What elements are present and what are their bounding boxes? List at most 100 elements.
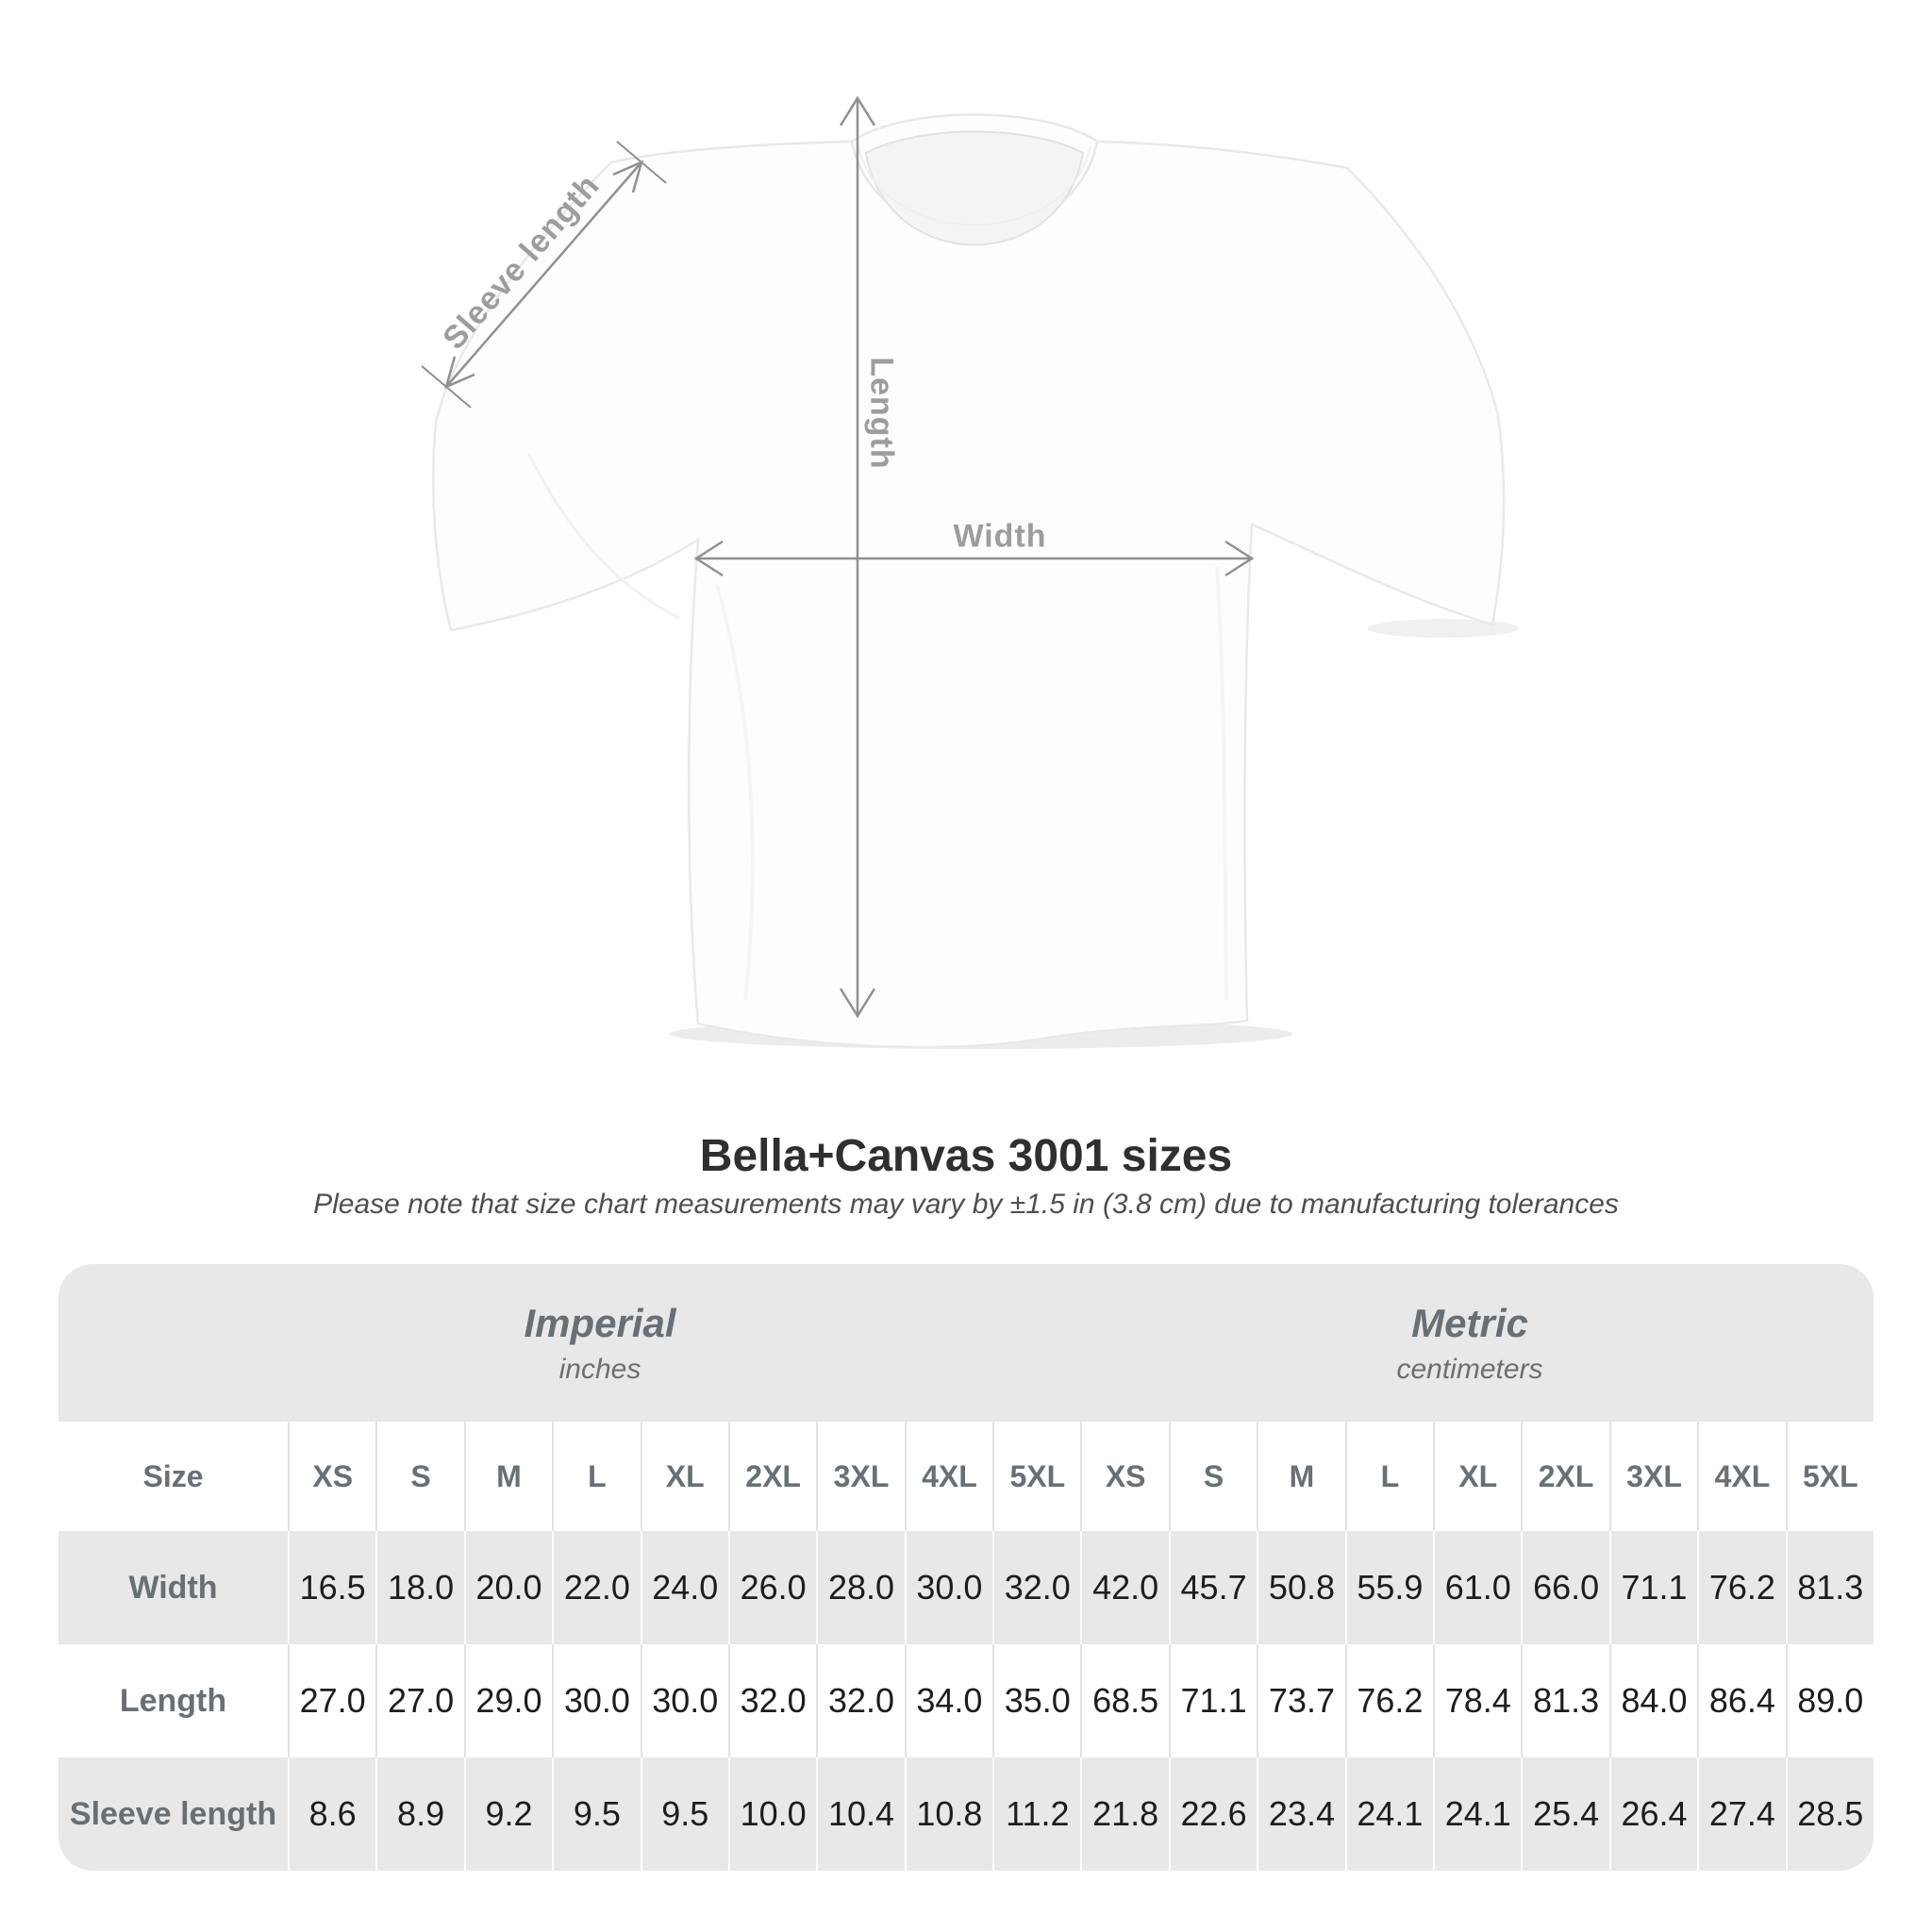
table-cell: 78.4 <box>1433 1644 1522 1757</box>
table-cell: 89.0 <box>1785 1644 1874 1757</box>
table-cell: 81.3 <box>1785 1531 1874 1644</box>
column-header-metric-5xl: 5XL <box>1785 1422 1874 1531</box>
table-cell: 32.0 <box>992 1531 1081 1644</box>
imperial-heading: Imperial <box>524 1300 676 1345</box>
length-label: Length <box>863 357 900 470</box>
column-header-metric-4xl: 4XL <box>1697 1422 1786 1531</box>
table-cell: 55.9 <box>1344 1531 1434 1644</box>
table-cell: 42.0 <box>1080 1531 1169 1644</box>
table-cell: 30.0 <box>904 1531 993 1644</box>
table-cell: 10.4 <box>816 1757 905 1871</box>
unit-header-band: Imperial inches Metric centimeters <box>58 1264 1874 1422</box>
table-cell: 11.2 <box>992 1757 1081 1871</box>
table-cell: 27.4 <box>1697 1757 1786 1871</box>
size-table: Imperial inches Metric centimeters Size … <box>58 1264 1874 1871</box>
table-cell: 22.6 <box>1168 1757 1257 1871</box>
table-cell: 86.4 <box>1697 1644 1786 1757</box>
table-cell: 10.8 <box>904 1757 993 1871</box>
length-dimension-arrow <box>839 95 876 1019</box>
metric-unit-group: Metric centimeters <box>1396 1264 1542 1422</box>
row-label-width: Width <box>58 1531 288 1644</box>
table-cell: 66.0 <box>1521 1531 1609 1644</box>
table-cell: 76.2 <box>1697 1531 1786 1644</box>
sleeve-fold <box>526 452 680 620</box>
column-header-imperial-m: M <box>463 1422 553 1531</box>
width-dimension-arrow <box>693 540 1255 577</box>
table-cell: 24.1 <box>1344 1757 1434 1871</box>
table-cell: 28.5 <box>1785 1757 1874 1871</box>
table-cell: 25.4 <box>1521 1757 1609 1871</box>
table-cell: 35.0 <box>992 1644 1081 1757</box>
sleeve-length-dimension-arrow <box>421 141 667 408</box>
table-cell: 45.7 <box>1168 1531 1257 1644</box>
table-cell: 32.0 <box>727 1644 817 1757</box>
column-header-metric-s: S <box>1168 1422 1257 1531</box>
table-cell: 29.0 <box>463 1644 553 1757</box>
column-header-imperial-s: S <box>375 1422 464 1531</box>
table-cell: 26.0 <box>727 1531 817 1644</box>
size-table-grid: Size XS S M L XL 2XL 3XL 4XL 5XL XS S M … <box>58 1422 1874 1871</box>
table-cell: 22.0 <box>552 1531 641 1644</box>
tshirt-illustration <box>421 95 1519 1049</box>
fabric-fold-left <box>715 584 755 1001</box>
column-header-metric-3xl: 3XL <box>1608 1422 1698 1531</box>
column-header-imperial-3xl: 3XL <box>816 1422 905 1531</box>
column-header-imperial-4xl: 4XL <box>904 1422 993 1531</box>
table-cell: 23.4 <box>1257 1757 1345 1871</box>
table-cell: 24.1 <box>1433 1757 1522 1871</box>
table-cell: 9.2 <box>463 1757 553 1871</box>
table-cell: 81.3 <box>1521 1644 1609 1757</box>
tshirt-measurement-diagram: Sleeve length Length Width <box>421 95 1519 1049</box>
table-cell: 20.0 <box>463 1531 553 1644</box>
table-cell: 50.8 <box>1257 1531 1345 1644</box>
table-cell: 8.9 <box>375 1757 464 1871</box>
column-header-metric-m: M <box>1257 1422 1345 1531</box>
table-cell: 21.8 <box>1080 1757 1169 1871</box>
table-cell: 28.0 <box>816 1531 905 1644</box>
table-cell: 30.0 <box>552 1644 641 1757</box>
column-header-imperial-2xl: 2XL <box>727 1422 817 1531</box>
table-cell: 27.0 <box>375 1644 464 1757</box>
column-header-imperial-xs: XS <box>288 1422 376 1531</box>
table-cell: 27.0 <box>288 1644 376 1757</box>
page-title: Bella+Canvas 3001 sizes <box>699 1131 1233 1181</box>
collar-stitch-seam <box>858 145 1091 226</box>
column-header-imperial-xl: XL <box>640 1422 728 1531</box>
row-label-length: Length <box>58 1644 288 1757</box>
table-cell: 76.2 <box>1344 1644 1434 1757</box>
width-label: Width <box>953 518 1047 555</box>
table-cell: 68.5 <box>1080 1644 1169 1757</box>
row-label-sleeve-length: Sleeve length <box>58 1757 288 1871</box>
imperial-unit-group: Imperial inches <box>524 1264 675 1422</box>
column-header-metric-xl: XL <box>1433 1422 1522 1531</box>
column-header-imperial-l: L <box>552 1422 641 1531</box>
sleeve-shadow <box>1368 619 1519 638</box>
table-cell: 18.0 <box>375 1531 464 1644</box>
table-cell: 10.0 <box>727 1757 817 1871</box>
table-cell: 16.5 <box>288 1531 376 1644</box>
table-cell: 71.1 <box>1608 1531 1698 1644</box>
table-cell: 26.4 <box>1608 1757 1698 1871</box>
table-cell: 8.6 <box>288 1757 376 1871</box>
table-cell: 30.0 <box>640 1644 728 1757</box>
column-header-metric-xs: XS <box>1080 1422 1169 1531</box>
table-cell: 73.7 <box>1257 1644 1345 1757</box>
table-cell: 61.0 <box>1433 1531 1522 1644</box>
table-cell: 9.5 <box>552 1757 641 1871</box>
table-cell: 34.0 <box>904 1644 993 1757</box>
column-header-imperial-5xl: 5XL <box>992 1422 1081 1531</box>
table-cell: 84.0 <box>1608 1644 1698 1757</box>
table-cell: 9.5 <box>640 1757 728 1871</box>
metric-heading: Metric <box>1411 1300 1528 1345</box>
table-cell: 71.1 <box>1168 1644 1257 1757</box>
column-header-size: Size <box>58 1422 288 1531</box>
table-cell: 32.0 <box>816 1644 905 1757</box>
fabric-fold-right <box>1215 565 1228 1001</box>
tshirt-body <box>432 113 1506 1049</box>
column-header-metric-2xl: 2XL <box>1521 1422 1609 1531</box>
metric-unit: centimeters <box>1396 1353 1543 1385</box>
column-header-metric-l: L <box>1344 1422 1434 1531</box>
page-subtitle: Please note that size chart measurements… <box>313 1189 1619 1220</box>
imperial-unit: inches <box>558 1353 641 1385</box>
